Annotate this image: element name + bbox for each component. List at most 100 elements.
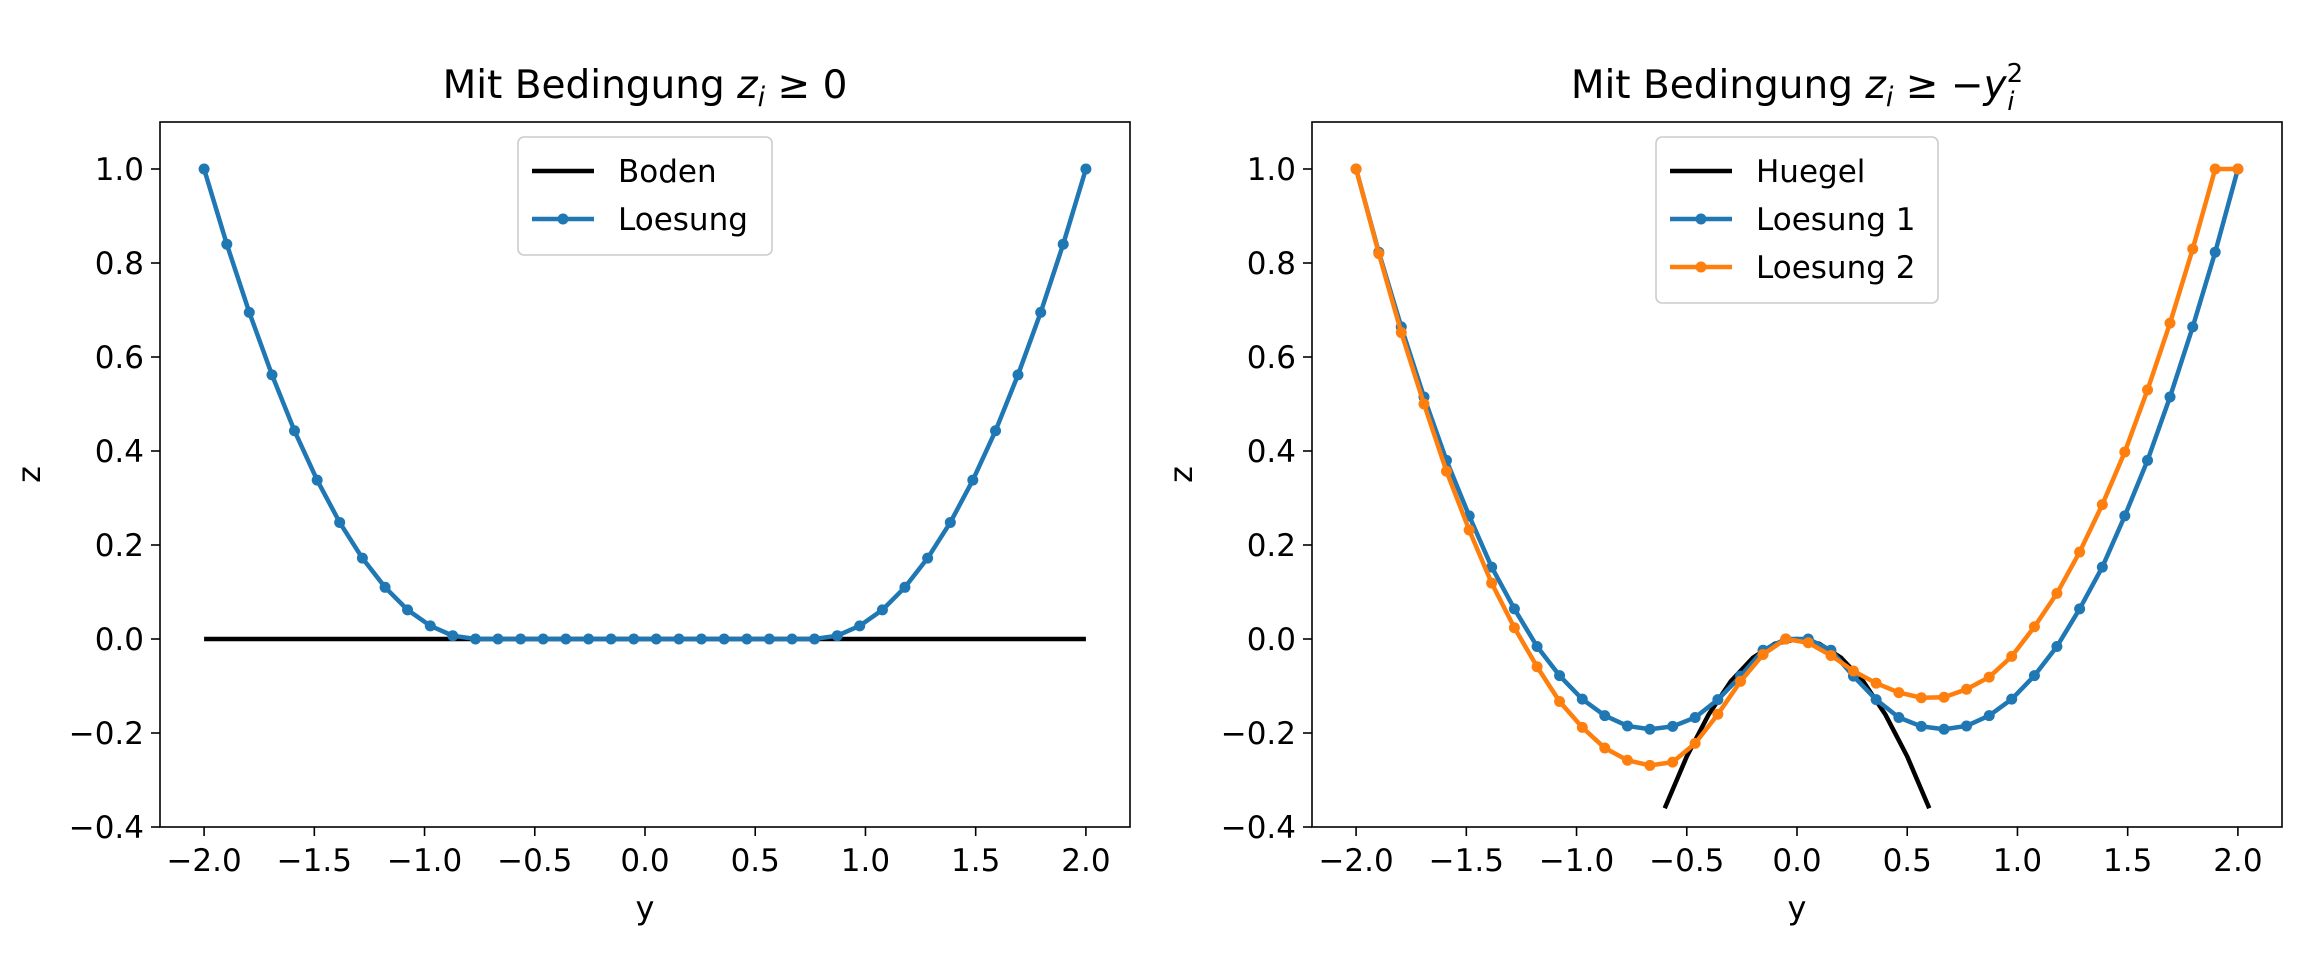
data-point [1644, 759, 1656, 771]
chart-title: Mit Bedingung zi ≥ −y2 i [1571, 59, 2023, 117]
data-point [1667, 720, 1679, 732]
x-tick-label: 0.5 [731, 843, 780, 879]
data-point [1712, 694, 1724, 706]
x-tick-label: 1.0 [1993, 843, 2042, 879]
data-point [1440, 465, 1452, 477]
data-point [2232, 163, 2244, 175]
data-point [1554, 670, 1566, 682]
data-point [1350, 163, 1362, 175]
data-point [424, 620, 436, 632]
title-subscript: i [1886, 82, 1894, 113]
x-tick-label: 2.0 [2213, 843, 2262, 879]
data-point [2142, 454, 2154, 466]
data-point [2164, 391, 2176, 403]
data-point [1712, 708, 1724, 720]
y-tick-label: 0.8 [95, 246, 144, 282]
x-axis-label: y [1788, 889, 1807, 927]
data-point [2074, 546, 2086, 558]
data-point [311, 474, 323, 486]
data-point [1576, 693, 1588, 705]
data-point [1554, 696, 1566, 708]
y-tick-label: 1.0 [1247, 152, 1296, 188]
data-point [1735, 675, 1747, 687]
data-point [2119, 510, 2131, 522]
x-tick-label: −1.0 [1539, 843, 1614, 879]
data-point [990, 425, 1002, 437]
legend-label: Loesung [618, 202, 748, 238]
y-tick-label: −0.2 [69, 716, 144, 752]
data-point [356, 552, 368, 564]
data-point [1035, 306, 1047, 318]
x-tick-label: −0.5 [1649, 843, 1724, 879]
data-point [243, 306, 255, 318]
data-point [2164, 317, 2176, 329]
data-point [402, 604, 414, 616]
title-subscript: i [758, 82, 766, 113]
data-point [899, 581, 911, 593]
title-text: Mit Bedingung [443, 63, 738, 108]
title-var: z [736, 63, 759, 108]
data-point [1486, 561, 1498, 573]
data-point [2096, 499, 2108, 511]
data-point [1508, 603, 1520, 615]
data-point [1508, 622, 1520, 634]
data-point [2096, 561, 2108, 573]
data-point [2187, 243, 2199, 255]
data-point [1463, 524, 1475, 536]
title-var: y [1983, 63, 2008, 108]
data-point [266, 369, 278, 381]
data-point [198, 163, 210, 175]
x-tick-label: 1.5 [951, 843, 1000, 879]
data-point [1689, 737, 1701, 749]
data-point [2006, 650, 2018, 662]
title-relation: ≥ − [1893, 63, 1983, 108]
y-tick-label: 0.0 [95, 622, 144, 658]
data-point [560, 633, 572, 645]
data-point [1689, 711, 1701, 723]
x-tick-label: 2.0 [1061, 843, 1110, 879]
x-axis-label: y [636, 889, 655, 927]
data-point [1825, 649, 1837, 661]
y-tick-label: 0.4 [1247, 434, 1296, 470]
y-tick-label: 0.4 [95, 434, 144, 470]
data-point [1915, 720, 1927, 732]
data-point [673, 633, 685, 645]
data-point [605, 633, 617, 645]
data-point [2209, 163, 2221, 175]
data-point [221, 238, 233, 250]
title-relation: ≥ 0 [765, 63, 847, 108]
legend [1655, 136, 1939, 304]
y-tick-label: 0.8 [1247, 246, 1296, 282]
data-point [1938, 691, 1950, 703]
data-point [876, 604, 888, 616]
data-point [1870, 677, 1882, 689]
title-superscript: 2 [2007, 59, 2024, 89]
data-point [1576, 721, 1588, 733]
data-point [1057, 238, 1069, 250]
data-point [1080, 163, 1092, 175]
data-point [1983, 671, 1995, 683]
data-point [1780, 633, 1792, 645]
data-point [854, 620, 866, 632]
data-point [2119, 446, 2131, 458]
data-point [1893, 711, 1905, 723]
legend-marker [1695, 261, 1707, 273]
x-tick-label: −0.5 [497, 843, 572, 879]
data-point [1621, 720, 1633, 732]
data-point [1418, 398, 1430, 410]
legend-marker [557, 213, 569, 225]
data-point [628, 633, 640, 645]
x-tick-label: −2.0 [1318, 843, 1393, 879]
y-axis-label: z [1162, 466, 1200, 483]
y-tick-label: 1.0 [95, 152, 144, 188]
data-point [1961, 683, 1973, 695]
x-tick-label: 1.0 [841, 843, 890, 879]
data-point [469, 633, 481, 645]
data-point [695, 633, 707, 645]
data-point [1531, 661, 1543, 673]
y-tick-label: −0.2 [1221, 716, 1296, 752]
data-point [2051, 587, 2063, 599]
x-tick-label: 0.0 [1772, 843, 1821, 879]
y-tick-label: 0.6 [95, 340, 144, 376]
data-point [1961, 720, 1973, 732]
